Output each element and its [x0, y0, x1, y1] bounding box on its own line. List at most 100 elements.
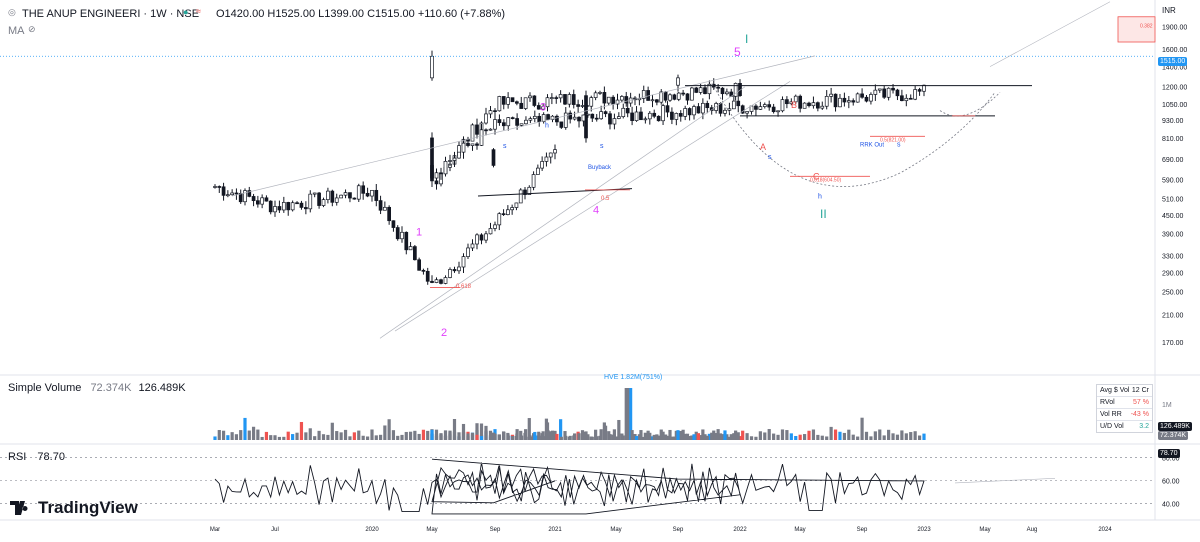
candle-body	[652, 112, 657, 117]
volume-bar	[541, 431, 545, 440]
volume-bar	[741, 430, 745, 440]
candle-body	[501, 213, 506, 216]
annotation-hs: s	[897, 141, 901, 148]
volume-bar	[537, 435, 541, 440]
volume-bar	[256, 429, 260, 440]
candle-body	[470, 243, 475, 249]
volume-bar	[313, 436, 317, 440]
volume-bar	[798, 434, 802, 440]
volume-bar	[683, 433, 687, 440]
candle-body	[528, 118, 533, 121]
volume-bar	[864, 431, 869, 440]
candle-body	[339, 194, 343, 199]
candle-body	[647, 112, 652, 120]
y-tick-label: 290.00	[1162, 270, 1184, 277]
candle-body	[448, 269, 452, 278]
candle-body	[519, 102, 524, 109]
volume-bar	[707, 433, 711, 440]
candle-body	[586, 113, 590, 116]
candle-body	[603, 111, 608, 115]
volume-bar	[789, 433, 793, 440]
y-tick-label: 450.00	[1162, 213, 1184, 220]
ma-label[interactable]: MA	[8, 25, 25, 37]
annotation-fib: 0.5(821.00)	[880, 137, 906, 143]
volume-bar	[568, 435, 572, 440]
candle-body	[674, 113, 679, 120]
candle-body	[599, 111, 603, 120]
candle-body	[400, 231, 404, 240]
candle-body	[577, 116, 581, 122]
volume-bar	[621, 435, 625, 440]
volume-bar	[533, 431, 537, 440]
x-tick-label: Sep	[673, 527, 684, 533]
tradingview-logo[interactable]: TradingView	[10, 498, 138, 518]
currency-label[interactable]: INR	[1162, 6, 1176, 15]
stat-row: Avg $ Vol 12 Cr	[1097, 385, 1152, 397]
candle-body	[295, 202, 299, 205]
handle-curve	[939, 92, 1001, 117]
ohlc-readout: O1420.00 H1525.00 L1399.00 C1515.00 +110…	[216, 8, 506, 20]
volume-bar	[378, 434, 383, 440]
volume-bar	[694, 431, 698, 440]
stat-key: RVol	[1100, 399, 1115, 406]
candle-body	[716, 86, 720, 89]
candle-body	[527, 186, 532, 195]
price-badge: 1515.00	[1158, 57, 1188, 66]
volume-bar	[299, 421, 304, 440]
x-tick-label: May	[979, 527, 990, 533]
candle-body	[672, 94, 677, 100]
rsi-pane-label[interactable]: RSI 78.70	[8, 451, 65, 463]
volume-bar	[716, 429, 720, 440]
volume-bar	[891, 433, 895, 440]
candle-body	[842, 97, 847, 103]
candle-body	[430, 55, 434, 79]
candle-body	[370, 189, 374, 197]
rsi-level-label: 80.00	[1162, 456, 1180, 463]
candle-body	[550, 115, 555, 120]
symbol-icon[interactable]: ◎	[8, 7, 16, 17]
stat-value: -43 %	[1130, 411, 1149, 418]
volume-bar	[642, 436, 646, 440]
volume-pane-label[interactable]: Simple Volume 72.374K 126.489K	[8, 382, 186, 394]
candle-body	[698, 87, 703, 93]
candle-body	[488, 128, 493, 131]
candle-body	[452, 269, 457, 272]
eye-off-icon[interactable]: ⊘	[28, 24, 36, 34]
stat-value: 12 Cr	[1131, 387, 1149, 394]
volume-bar	[563, 431, 567, 440]
candle-body	[895, 89, 900, 97]
candle-body	[273, 206, 277, 213]
volume-bar	[661, 431, 665, 440]
candle-body	[681, 92, 685, 95]
volume-bar	[758, 431, 762, 440]
candle-body	[286, 202, 291, 211]
rsi-label: RSI	[8, 451, 27, 463]
volume-bar	[887, 429, 891, 440]
volume-bar	[247, 430, 251, 440]
candle-body	[413, 246, 417, 261]
candle-body	[493, 224, 497, 229]
volume-bar	[820, 435, 824, 440]
y-tick-label: 250.00	[1162, 290, 1184, 297]
candle-body	[378, 200, 383, 211]
volume-bar	[586, 434, 590, 440]
wave-icon[interactable]: ≈	[196, 6, 201, 16]
candle-body	[745, 111, 749, 114]
candle-body	[615, 99, 620, 105]
volume-bar	[264, 431, 269, 440]
volume-bar	[594, 429, 598, 440]
rsi-trendline	[954, 478, 1056, 484]
candle-body	[630, 112, 634, 121]
candle-body	[528, 95, 532, 99]
symbol-title[interactable]: THE ANUP ENGINEERI · 1W · NSE	[22, 8, 200, 20]
candle-body	[641, 90, 646, 99]
candle-body	[374, 189, 379, 201]
volume-bar	[869, 436, 873, 440]
candle-body	[606, 96, 611, 104]
volume-bar	[559, 419, 563, 440]
candle-body	[532, 95, 537, 106]
candle-body	[312, 192, 317, 195]
candle-body	[661, 105, 665, 122]
